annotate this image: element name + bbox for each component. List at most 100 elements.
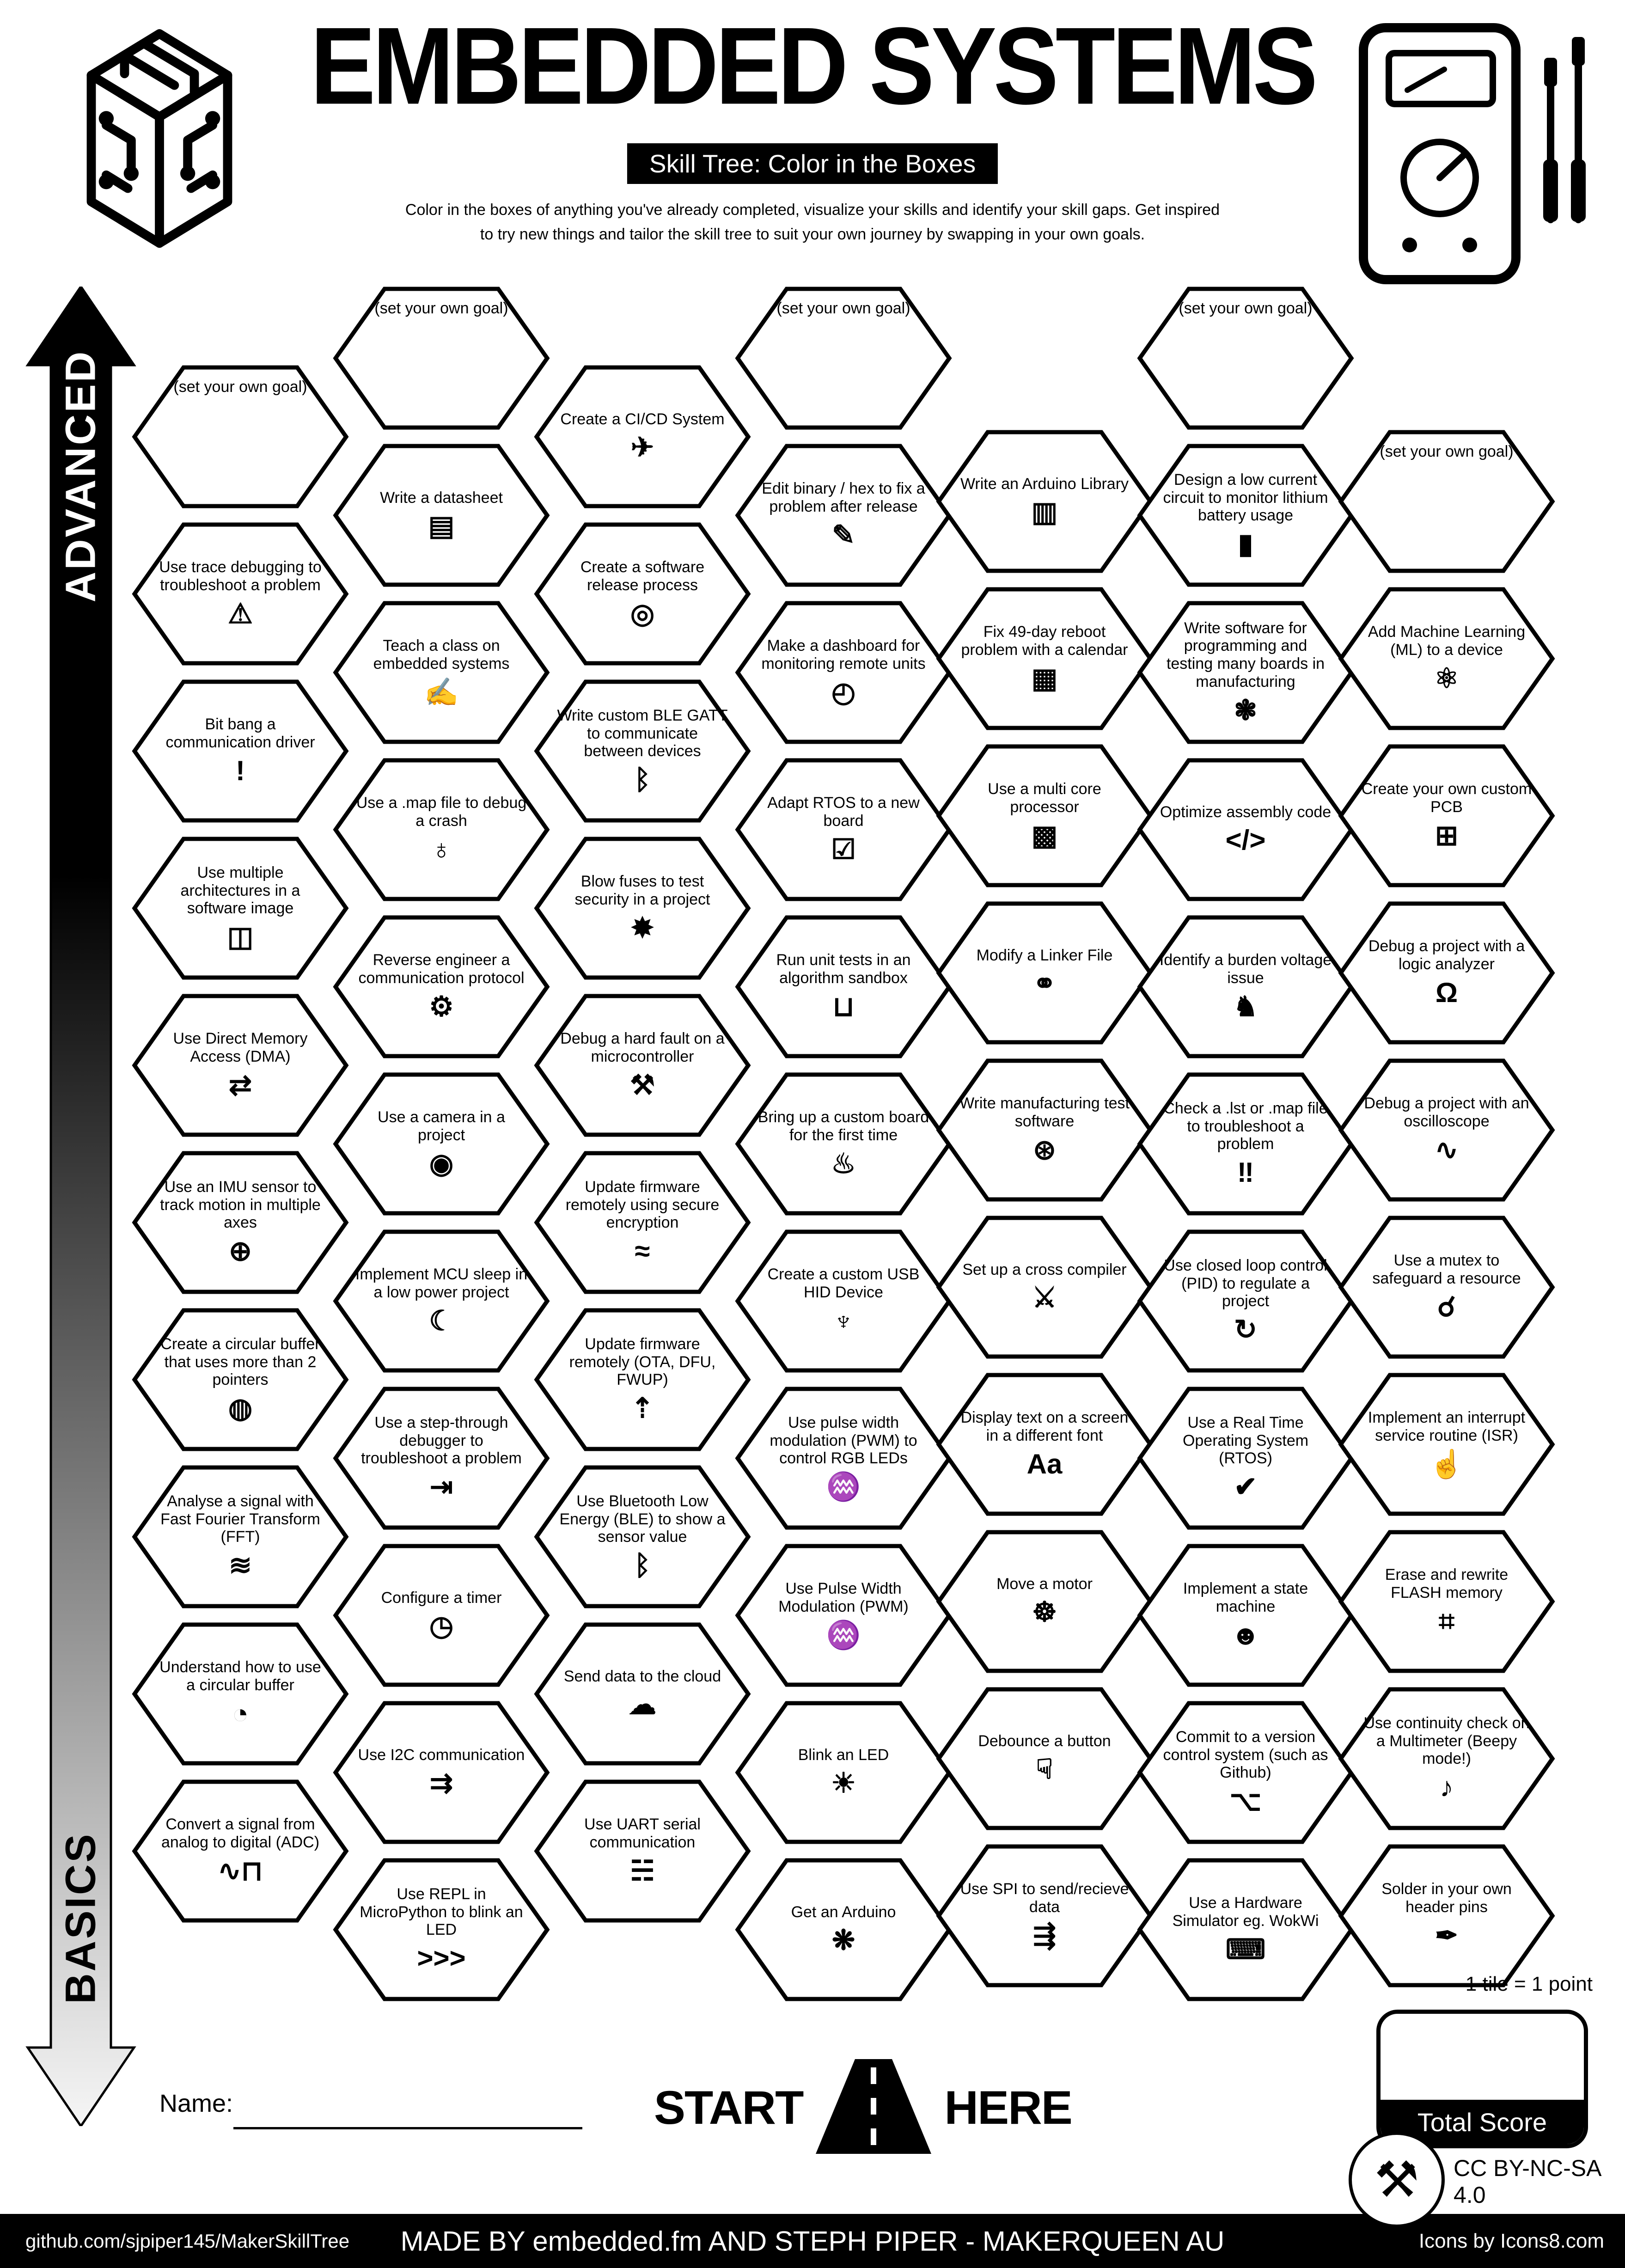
skill-hex[interactable]: Blow fuses to test security in a project… [534,837,751,980]
skill-hex[interactable]: Debug a project with an oscilloscope ∿ [1338,1058,1555,1202]
skill-hex[interactable]: Implement a state machine ☻ [1137,1544,1354,1687]
skill-hex[interactable]: Use REPL in MicroPython to blink an LED … [333,1858,550,2001]
skill-hex[interactable]: Optimize assembly code </> [1137,758,1354,901]
skill-hex[interactable]: Create your own custom PCB ⊞ [1338,744,1555,887]
skill-hex[interactable]: Debug a hard fault on a microcontroller … [534,994,751,1137]
font-aa-icon: Aa [1026,1448,1063,1479]
skill-hex[interactable]: Create a software release process ◎ [534,522,751,666]
skill-hex[interactable]: Use pulse width modulation (PWM) to cont… [735,1387,952,1530]
skill-hex[interactable]: Check a .lst or .map file to troubleshoo… [1137,1072,1354,1216]
skill-hex[interactable]: (set your own goal) [132,365,349,508]
skill-hex[interactable]: Solder in your own header pins ✒ [1338,1844,1555,1987]
skill-hex[interactable]: Update firmware remotely (OTA, DFU, FWUP… [534,1308,751,1451]
hex-label: Create a software release process [580,558,705,594]
skill-hex[interactable]: (set your own goal) [735,287,952,430]
skill-hex[interactable]: Use a multi core processor ▩ [936,744,1153,887]
skill-hex[interactable]: Adapt RTOS to a new board ☑ [735,758,952,901]
skill-hex[interactable]: Design a low current circuit to monitor … [1137,444,1354,587]
skill-hex[interactable]: Write software for programming and testi… [1137,601,1354,744]
skill-hex[interactable]: Display text on a screen in a different … [936,1373,1153,1516]
skill-hex[interactable]: Write an Arduino Library ▥ [936,430,1153,573]
skill-hex[interactable]: (set your own goal) [1137,287,1354,430]
skill-hex[interactable]: Use a .map file to debug a crash ♁ [333,758,550,901]
skill-hex[interactable]: Get an Arduino ❋ [735,1858,952,2001]
hex-label: Move a motor [996,1575,1093,1593]
here-label: HERE [944,2081,1072,2134]
skill-hex[interactable]: Implement an interrupt service routine (… [1338,1373,1555,1516]
step-debugger-icon: ⇥ [429,1471,453,1503]
skill-hex[interactable]: Erase and rewrite FLASH memory ⌗ [1338,1530,1555,1673]
skill-hex[interactable]: Teach a class on embedded systems ✍ [333,601,550,744]
skill-hex[interactable]: Identify a burden voltage issue ♞ [1137,915,1354,1058]
skill-hex[interactable]: Move a motor ☸ [936,1530,1153,1673]
skill-hex[interactable]: Write custom BLE GATT to communicate bet… [534,679,751,823]
name-input-line[interactable] [233,2127,582,2129]
skill-hex[interactable]: Add Machine Learning (ML) to a device ⚛ [1338,587,1555,730]
skill-hex[interactable]: Commit to a version control system (such… [1137,1701,1354,1844]
skill-hex[interactable]: (set your own goal) [333,287,550,430]
skill-hex[interactable]: Write a datasheet ▤ [333,444,550,587]
skill-hex[interactable]: Use SPI to send/recieve data ⇶ [936,1844,1153,1987]
skill-hex[interactable]: Create a CI/CD System ✈ [534,365,751,508]
hex-label: Use a step-through debugger to troublesh… [361,1413,522,1467]
hex-label: Write custom BLE GATT to communicate bet… [557,706,728,760]
skill-hex[interactable]: Blink an LED ☀ [735,1701,952,1844]
skill-hex[interactable]: (set your own goal) [1338,430,1555,573]
monitor-alert-icon: ‼ [1237,1157,1254,1188]
skill-hex[interactable]: Use Bluetooth Low Energy (BLE) to show a… [534,1465,751,1608]
skill-hex[interactable]: Use a mutex to safeguard a resource ☌ [1338,1216,1555,1359]
skill-hex[interactable]: Make a dashboard for monitoring remote u… [735,601,952,744]
hex-label: Update firmware remotely using secure en… [565,1178,720,1232]
skill-hex[interactable]: Use UART serial communication ☵ [534,1779,751,1923]
skill-hex[interactable]: Send data to the cloud ☁ [534,1622,751,1766]
skill-hex[interactable]: Set up a cross compiler ⚔ [936,1216,1153,1359]
skill-hex[interactable]: Debug a project with a logic analyzer Ω [1338,901,1555,1045]
skill-hex[interactable]: Use Pulse Width Modulation (PWM) ♒ [735,1544,952,1687]
skill-hex[interactable]: Bit bang a communication driver ! [132,679,349,823]
skill-hex[interactable]: Use a Real Time Operating System (RTOS) … [1137,1387,1354,1530]
bluetooth-icon: ᛒ [634,764,651,795]
skill-hex[interactable]: Analyse a signal with Fast Fourier Trans… [132,1465,349,1608]
skill-hex[interactable]: Create a circular buffer that uses more … [132,1308,349,1451]
skill-hex[interactable]: Run unit tests in an algorithm sandbox ⊔ [735,915,952,1058]
skill-hex[interactable]: Edit binary / hex to fix a problem after… [735,444,952,587]
skill-hex[interactable]: Use a step-through debugger to troublesh… [333,1387,550,1530]
multimeter-icon [1356,21,1597,287]
monitor-warning-icon: ⚠ [228,598,253,629]
skill-hex[interactable]: Use a Hardware Simulator eg. WokWi ⌨ [1137,1858,1354,2001]
hex-label: Reverse engineer a communication protoco… [358,951,525,987]
total-score-box[interactable]: Total Score [1376,2010,1588,2148]
cloud-icon: ☁ [629,1689,656,1720]
skill-hex[interactable]: Convert a signal from analog to digital … [132,1779,349,1923]
hex-label: Use Pulse Width Modulation (PWM) [778,1580,909,1615]
skill-hex[interactable]: Use closed loop control (PID) to regulat… [1137,1229,1354,1373]
skill-hex[interactable]: Use a camera in a project ◉ [333,1072,550,1216]
skill-hex[interactable]: Use multiple architectures in a software… [132,837,349,980]
skill-hex[interactable]: Update firmware remotely using secure en… [534,1151,751,1294]
skill-hex[interactable]: Modify a Linker File ⚭ [936,901,1153,1045]
camera-icon: ◉ [429,1148,454,1179]
hex-label: (set your own goal) [776,300,910,317]
wrench-screwdriver-icon: ⚒ [630,1069,655,1100]
skill-hex[interactable]: Use an IMU sensor to track motion in mul… [132,1151,349,1294]
skill-hex[interactable]: Fix 49-day reboot problem with a calenda… [936,587,1153,730]
skill-hex[interactable]: Write manufacturing test software ⊛ [936,1058,1153,1202]
skill-hex[interactable]: Implement MCU sleep in a low power proje… [333,1229,550,1373]
skill-hex[interactable]: Bring up a custom board for the first ti… [735,1072,952,1216]
skill-hex[interactable]: Create a custom USB HID Device ♆ [735,1229,952,1373]
hex-label: Use Bluetooth Low Energy (BLE) to show a… [559,1492,726,1546]
exclamation-icon: ! [236,755,245,786]
skill-hex[interactable]: Debounce a button ☟ [936,1687,1153,1830]
hex-label: Debug a hard fault on a microcontroller [560,1030,725,1065]
hex-label: Blink an LED [798,1746,889,1764]
footer-repo-link[interactable]: github.com/sjpiper145/MakerSkillTree [25,2230,350,2252]
skill-hex[interactable]: Understand how to use a circular buffer … [132,1622,349,1766]
skill-hex[interactable]: Reverse engineer a communication protoco… [333,915,550,1058]
skill-hex[interactable]: Use I2C communication ⇉ [333,1701,550,1844]
skill-hex[interactable]: Configure a timer ◷ [333,1544,550,1687]
skill-hex[interactable]: Use continuity check on a Multimeter (Be… [1338,1687,1555,1830]
skill-hex[interactable]: Use trace debugging to troubleshoot a pr… [132,522,349,666]
hex-label: Use an IMU sensor to track motion in mul… [160,1178,321,1232]
hex-label: Use multiple architectures in a software… [180,863,300,917]
skill-hex[interactable]: Use Direct Memory Access (DMA) ⇄ [132,994,349,1137]
